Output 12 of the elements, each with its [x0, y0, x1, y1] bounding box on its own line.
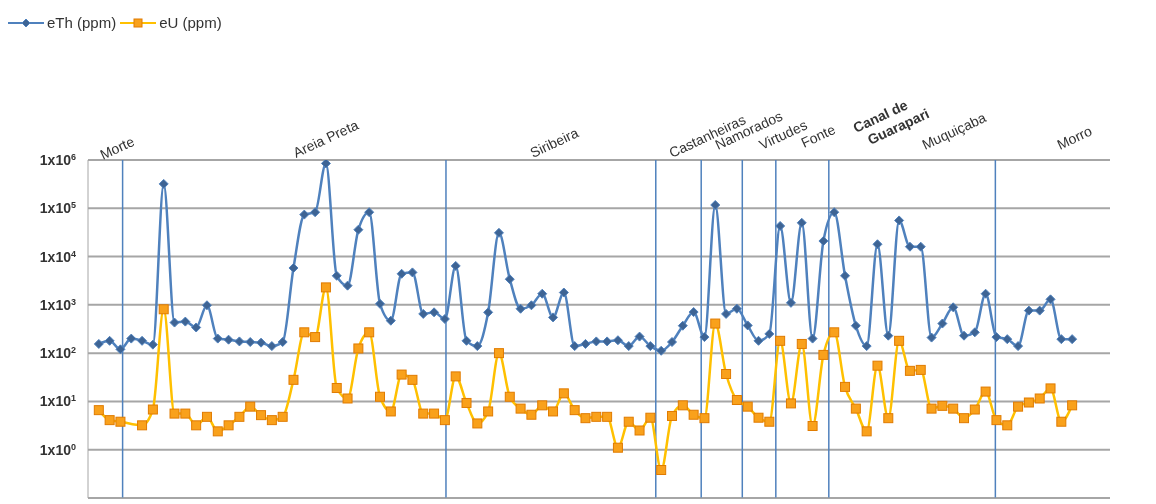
annotation: Morte — [97, 133, 137, 163]
annotation: Areia Preta — [290, 116, 361, 161]
legend-label: eU (ppm) — [159, 14, 222, 31]
y-tick-label: 1x10$^{2}$ — [39, 345, 76, 362]
y-tick-label: 1x10$^{3}$ — [39, 296, 76, 313]
y-tick-label: 1x10$^{1}$ — [39, 393, 76, 410]
y-tick-label: 1x10$^{6}$ — [39, 152, 76, 168]
y-tick-label: 1x10$^{0}$ — [39, 441, 76, 458]
y-tick-label: 1x10$^{5}$ — [39, 200, 76, 217]
legend-label: eTh (ppm) — [47, 14, 117, 31]
y-tick-label: 1x10$^{4}$ — [39, 248, 76, 265]
text: Morro — [1054, 122, 1095, 153]
